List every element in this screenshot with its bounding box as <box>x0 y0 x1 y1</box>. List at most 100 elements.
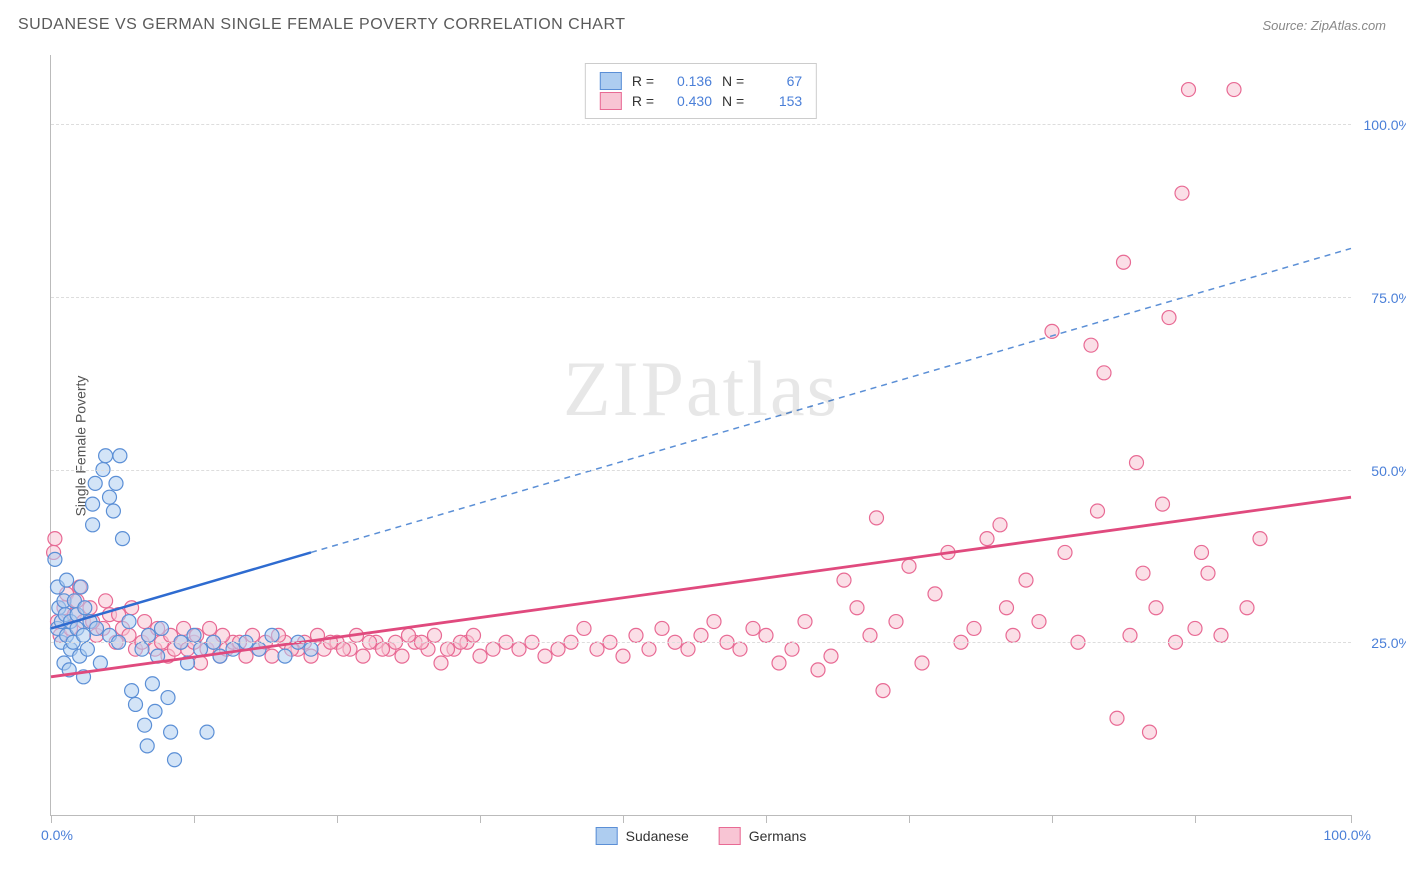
scatter-point <box>135 642 149 656</box>
scatter-point <box>473 649 487 663</box>
scatter-point <box>122 615 136 629</box>
x-tick <box>51 815 52 823</box>
chart-header: SUDANESE VS GERMAN SINGLE FEMALE POVERTY… <box>18 16 1386 34</box>
r-label: R = <box>632 73 654 89</box>
scatter-point <box>113 449 127 463</box>
scatter-point <box>226 642 240 656</box>
scatter-point <box>1006 628 1020 642</box>
scatter-point <box>1214 628 1228 642</box>
scatter-point <box>155 621 169 635</box>
scatter-point <box>103 490 117 504</box>
scatter-point <box>1123 628 1137 642</box>
n-value-sudanese: 67 <box>754 73 802 89</box>
gridline: 50.0% <box>51 470 1351 471</box>
legend-item-germans: Germans <box>719 827 807 845</box>
scatter-point <box>1227 83 1241 97</box>
chart-source: Source: ZipAtlas.com <box>1262 18 1386 33</box>
scatter-point <box>538 649 552 663</box>
legend-label-sudanese: Sudanese <box>626 828 689 844</box>
scatter-point <box>402 628 416 642</box>
scatter-point <box>811 663 825 677</box>
scatter-point <box>376 642 390 656</box>
chart-title: SUDANESE VS GERMAN SINGLE FEMALE POVERTY… <box>18 16 626 34</box>
gridline: 25.0% <box>51 642 1351 643</box>
scatter-point <box>876 684 890 698</box>
scatter-point <box>48 552 62 566</box>
scatter-point <box>90 621 104 635</box>
scatter-point <box>1058 545 1072 559</box>
scatter-point <box>993 518 1007 532</box>
scatter-point <box>140 739 154 753</box>
scatter-point <box>213 649 227 663</box>
scatter-point <box>434 656 448 670</box>
scatter-point <box>168 753 182 767</box>
scatter-point <box>1195 545 1209 559</box>
scatter-point <box>1175 186 1189 200</box>
x-tick <box>194 815 195 823</box>
scatter-point <box>138 718 152 732</box>
y-tick-label: 50.0% <box>1371 463 1406 479</box>
scatter-point <box>109 476 123 490</box>
scatter-point <box>395 649 409 663</box>
chart-container: SUDANESE VS GERMAN SINGLE FEMALE POVERTY… <box>0 0 1406 892</box>
scatter-point <box>1117 255 1131 269</box>
y-tick-label: 100.0% <box>1364 117 1406 133</box>
scatter-point <box>798 615 812 629</box>
scatter-point <box>1136 566 1150 580</box>
scatter-point <box>1019 573 1033 587</box>
n-label: N = <box>722 73 744 89</box>
scatter-point <box>1188 621 1202 635</box>
scatter-point <box>707 615 721 629</box>
gridline: 75.0% <box>51 297 1351 298</box>
scatter-point <box>1156 497 1170 511</box>
x-tick <box>909 815 910 823</box>
scatter-point <box>681 642 695 656</box>
scatter-point <box>902 559 916 573</box>
r-value-germans: 0.430 <box>664 93 712 109</box>
scatter-point <box>551 642 565 656</box>
scatter-point <box>86 497 100 511</box>
scatter-point <box>467 628 481 642</box>
scatter-point <box>74 580 88 594</box>
scatter-point <box>1110 711 1124 725</box>
scatter-point <box>863 628 877 642</box>
plot-area: ZIPatlas R = 0.136 N = 67 R = 0.430 N = … <box>50 55 1351 816</box>
swatch-sudanese-icon <box>596 827 618 845</box>
x-tick <box>337 815 338 823</box>
scatter-point <box>655 621 669 635</box>
legend-series: Sudanese Germans <box>596 827 807 845</box>
x-tick <box>1195 815 1196 823</box>
scatter-point <box>1097 366 1111 380</box>
scatter-point <box>1084 338 1098 352</box>
swatch-germans <box>600 92 622 110</box>
scatter-point <box>746 621 760 635</box>
scatter-point <box>356 649 370 663</box>
scatter-point <box>93 656 107 670</box>
legend-item-sudanese: Sudanese <box>596 827 689 845</box>
y-tick-label: 75.0% <box>1371 290 1406 306</box>
scatter-point <box>850 601 864 615</box>
scatter-point <box>759 628 773 642</box>
x-axis-end-label: 100.0% <box>1324 827 1371 843</box>
gridline: 100.0% <box>51 124 1351 125</box>
scatter-point <box>60 573 74 587</box>
x-axis-start-label: 0.0% <box>41 827 73 843</box>
scatter-point <box>203 621 217 635</box>
scatter-point <box>337 642 351 656</box>
scatter-point <box>694 628 708 642</box>
chart-svg <box>51 55 1351 815</box>
scatter-point <box>980 532 994 546</box>
x-tick <box>623 815 624 823</box>
scatter-point <box>928 587 942 601</box>
scatter-point <box>785 642 799 656</box>
scatter-point <box>1253 532 1267 546</box>
scatter-point <box>138 615 152 629</box>
scatter-point <box>86 518 100 532</box>
scatter-point <box>304 642 318 656</box>
scatter-point <box>512 642 526 656</box>
scatter-point <box>1149 601 1163 615</box>
scatter-point <box>733 642 747 656</box>
scatter-point <box>837 573 851 587</box>
legend-row-germans: R = 0.430 N = 153 <box>600 92 802 110</box>
swatch-sudanese <box>600 72 622 90</box>
